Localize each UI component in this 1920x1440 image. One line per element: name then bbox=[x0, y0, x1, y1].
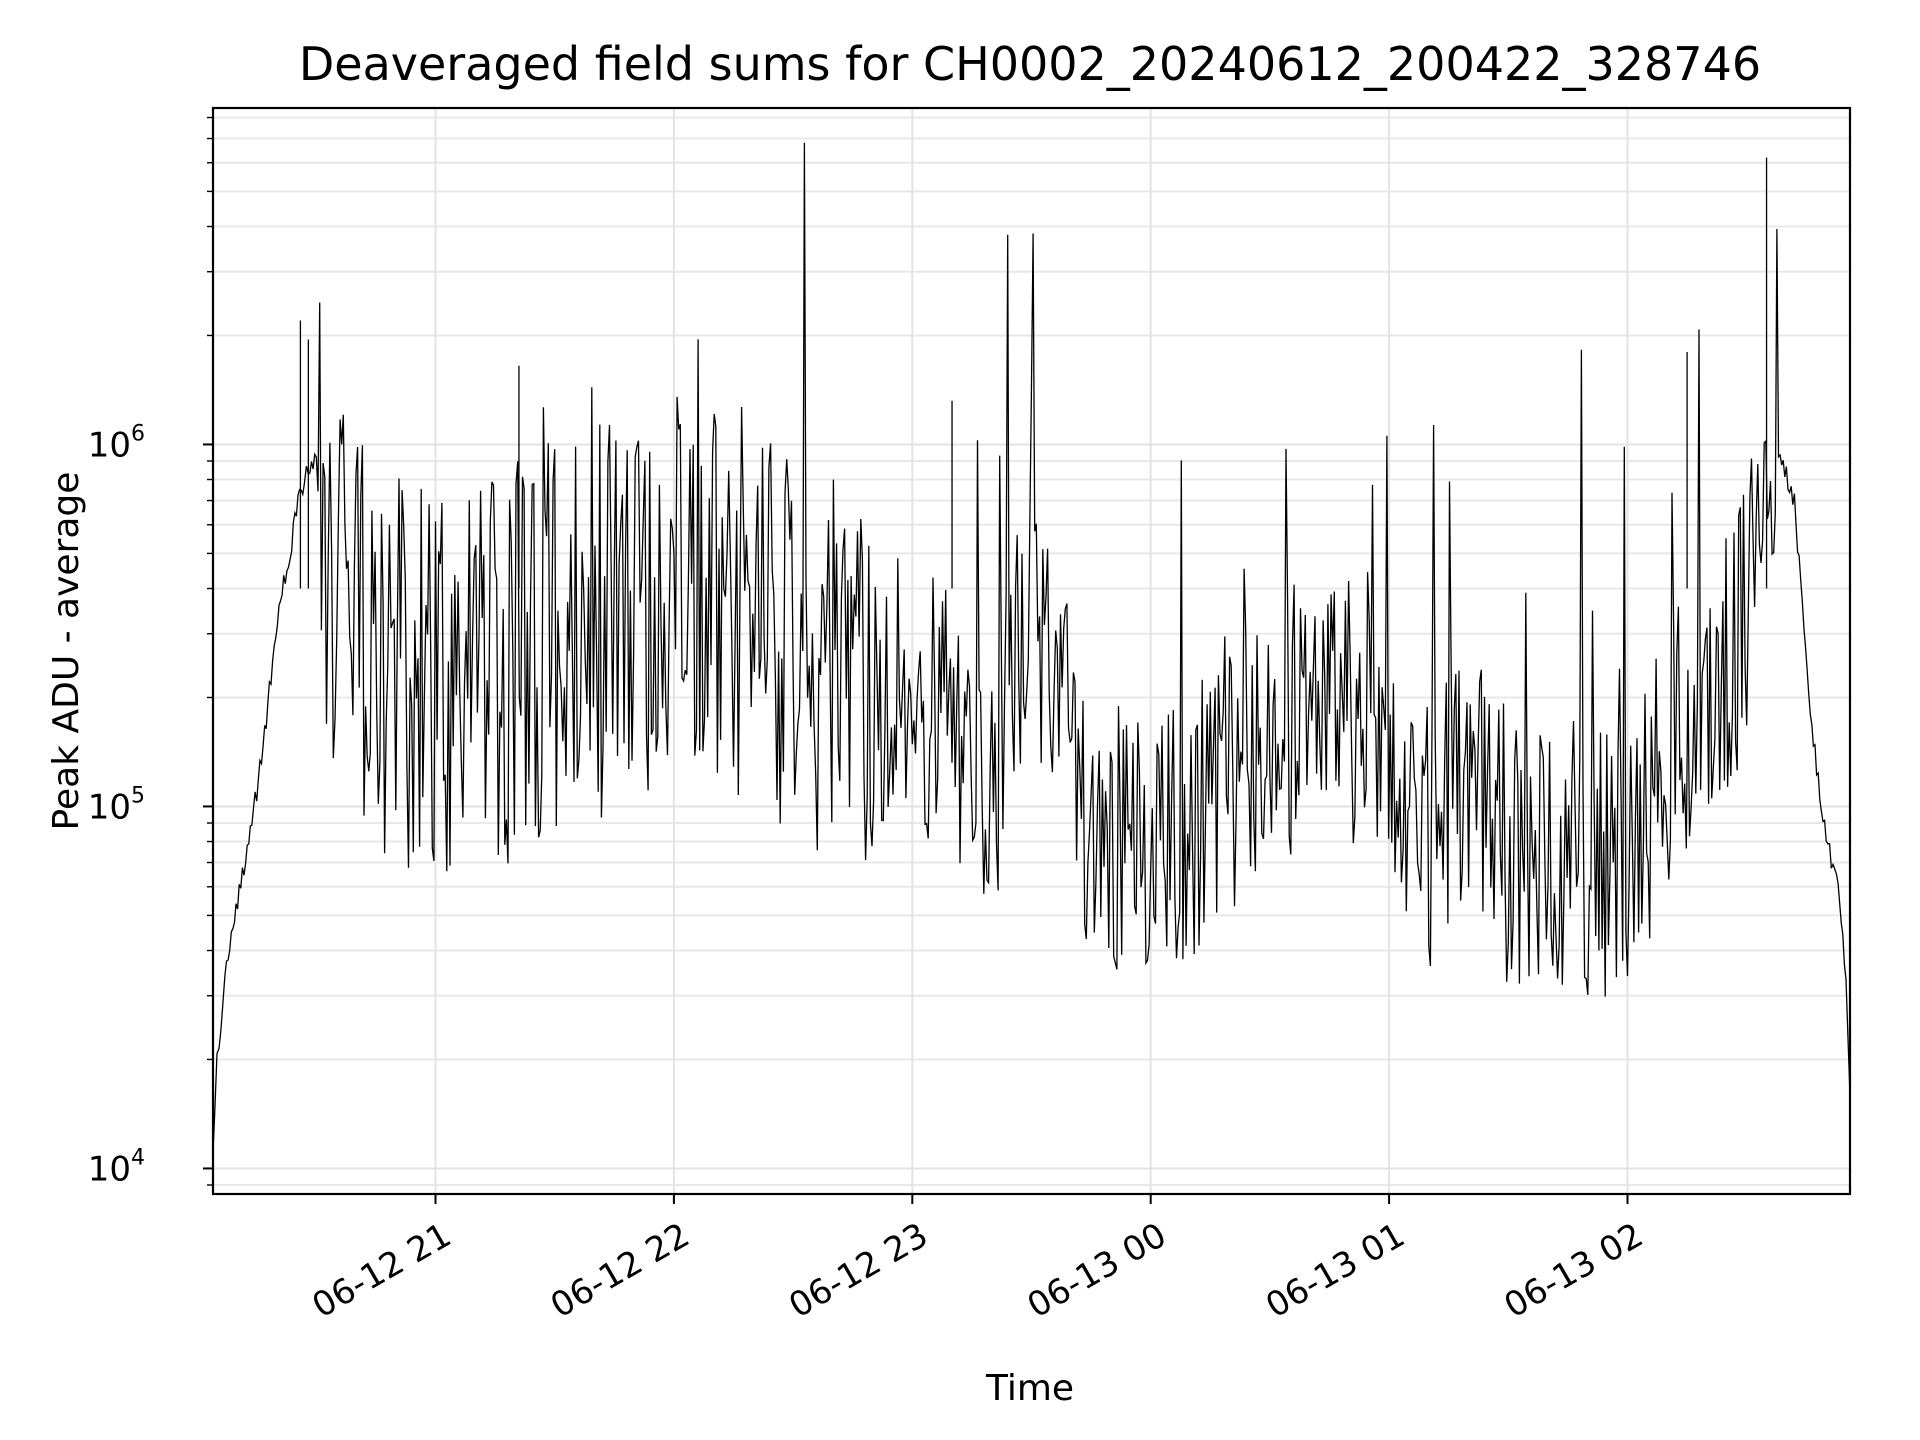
series-line bbox=[212, 142, 1851, 1154]
y-tick-label: 105 bbox=[88, 783, 145, 827]
y-axis-label: Peak ADU - average bbox=[46, 472, 87, 831]
y-axis: 104 105 106 bbox=[88, 116, 213, 1189]
y-tick-label: 104 bbox=[88, 1145, 145, 1189]
x-axis-label: Time bbox=[985, 1368, 1074, 1409]
y-tick-label: 106 bbox=[88, 421, 145, 465]
plot-frame bbox=[211, 106, 1852, 1196]
grid bbox=[213, 108, 1850, 1194]
chart-title: Deaveraged field sums for CH0002_2024061… bbox=[299, 37, 1761, 91]
plot-area bbox=[212, 142, 1851, 1154]
